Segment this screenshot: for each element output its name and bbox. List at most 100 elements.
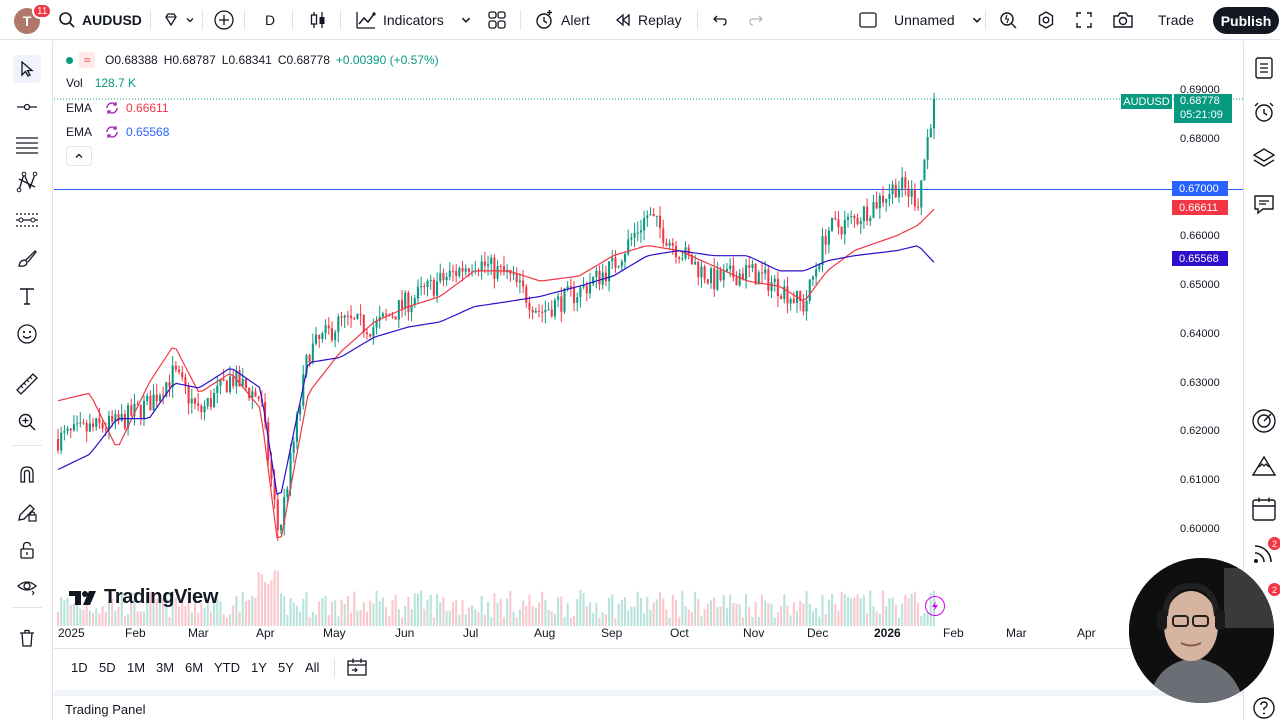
brush-tool[interactable] bbox=[13, 244, 41, 272]
snapshot-button[interactable] bbox=[1112, 6, 1134, 34]
candle-body bbox=[330, 328, 333, 341]
compare-menu-button[interactable] bbox=[163, 6, 195, 34]
lines-tool[interactable] bbox=[13, 131, 41, 159]
candle-body bbox=[729, 265, 732, 269]
streams-button[interactable] bbox=[1251, 540, 1277, 566]
remove-drawings-tool[interactable] bbox=[13, 624, 41, 652]
layouts-button[interactable] bbox=[487, 6, 507, 34]
chart-type-button[interactable] bbox=[308, 6, 328, 34]
range-3m[interactable]: 3M bbox=[156, 660, 175, 675]
volume-bar bbox=[385, 607, 388, 626]
legend-change: +0.00390 (+0.57%) bbox=[335, 53, 439, 67]
trade-button[interactable]: Trade bbox=[1158, 6, 1194, 34]
settings-button[interactable] bbox=[1036, 6, 1056, 34]
add-symbol-button[interactable] bbox=[213, 6, 235, 34]
volume-bar bbox=[697, 598, 700, 626]
volume-bar bbox=[885, 606, 888, 626]
range-1d[interactable]: 1D bbox=[71, 660, 88, 675]
measure-tool[interactable] bbox=[13, 370, 41, 398]
lock-drawings-tool[interactable] bbox=[13, 536, 41, 564]
publish-button[interactable]: Publish bbox=[1213, 7, 1279, 34]
candle-body bbox=[420, 286, 423, 288]
time-tick: Feb bbox=[125, 626, 146, 640]
candle-body bbox=[802, 300, 805, 312]
price-tick: 0.62000 bbox=[1180, 425, 1220, 437]
range-5y[interactable]: 5Y bbox=[278, 660, 294, 675]
trend-line-tool[interactable] bbox=[13, 93, 41, 121]
collapse-legend-button[interactable] bbox=[66, 146, 92, 166]
volume-bar bbox=[127, 613, 130, 626]
divider bbox=[202, 10, 203, 30]
volume-bar bbox=[104, 611, 107, 626]
interval-button[interactable]: D bbox=[265, 6, 275, 34]
range-5d[interactable]: 5D bbox=[99, 660, 116, 675]
volume-bar bbox=[273, 570, 276, 626]
list-icon bbox=[1255, 57, 1273, 79]
lightning-icon[interactable] bbox=[925, 596, 945, 616]
volume-bar bbox=[305, 592, 308, 626]
candle-body bbox=[451, 270, 455, 272]
volume-bar bbox=[735, 603, 738, 626]
range-6m[interactable]: 6M bbox=[185, 660, 204, 675]
chart-area[interactable] bbox=[54, 41, 1243, 647]
volume-bar bbox=[308, 617, 311, 626]
volume-bar bbox=[471, 605, 474, 626]
watchlist-button[interactable] bbox=[1251, 55, 1277, 81]
volume-bar bbox=[356, 610, 359, 626]
volume-bar bbox=[878, 613, 881, 626]
range-all[interactable]: All bbox=[305, 660, 320, 675]
search-spark-icon bbox=[1000, 12, 1017, 29]
fib-tool[interactable] bbox=[13, 206, 41, 234]
volume-bar bbox=[722, 595, 725, 626]
candle-body bbox=[187, 385, 190, 404]
volume-bar bbox=[165, 592, 168, 626]
volume-bar bbox=[760, 595, 764, 626]
cursor-tool[interactable] bbox=[13, 55, 41, 83]
quick-search-button[interactable] bbox=[998, 6, 1018, 34]
alert-button[interactable]: Alert bbox=[533, 6, 590, 34]
alerts-button[interactable] bbox=[1251, 99, 1277, 125]
text-tool[interactable] bbox=[13, 282, 41, 310]
range-1y[interactable]: 1Y bbox=[251, 660, 267, 675]
price-chart[interactable] bbox=[54, 41, 1243, 647]
icons-tool[interactable] bbox=[13, 320, 41, 348]
chat-button[interactable] bbox=[1251, 192, 1277, 218]
ema2-legend[interactable]: EMA 0.65568 bbox=[66, 124, 169, 140]
ideas-button[interactable] bbox=[1251, 453, 1277, 479]
layers-button[interactable] bbox=[1251, 145, 1277, 171]
price-tick: 0.61000 bbox=[1180, 474, 1220, 486]
magnet-tool[interactable] bbox=[13, 460, 41, 488]
zoom-tool[interactable] bbox=[13, 408, 41, 436]
volume-bar bbox=[904, 594, 907, 626]
redo-button[interactable] bbox=[748, 6, 766, 34]
symbol-search-button[interactable]: AUDUSD bbox=[58, 6, 153, 34]
ema1-legend[interactable]: EMA 0.66611 bbox=[66, 100, 169, 116]
volume-bar bbox=[200, 603, 203, 626]
volume-legend[interactable]: Vol 128.7 K bbox=[66, 76, 136, 90]
undo-button[interactable] bbox=[710, 6, 728, 34]
indicators-button[interactable]: Indicators bbox=[355, 6, 472, 34]
range-1m[interactable]: 1M bbox=[127, 660, 146, 675]
target-button[interactable] bbox=[1251, 408, 1277, 434]
goto-date-button[interactable] bbox=[346, 657, 368, 682]
redo-icon bbox=[749, 15, 763, 26]
layout-menu-button[interactable]: Unnamed bbox=[858, 6, 983, 34]
volume-bar bbox=[703, 608, 706, 626]
volume-bar bbox=[636, 591, 639, 626]
trading-panel-bar[interactable]: Trading Panel bbox=[54, 690, 1243, 720]
volume-bar bbox=[655, 599, 658, 626]
volume-bar bbox=[302, 598, 305, 626]
patterns-tool[interactable] bbox=[13, 168, 41, 196]
hide-drawings-tool[interactable] bbox=[13, 572, 41, 600]
volume-bar bbox=[158, 602, 161, 626]
volume-bar bbox=[569, 617, 572, 626]
candle-body bbox=[241, 378, 244, 387]
volume-bar bbox=[321, 597, 324, 626]
volume-bar bbox=[866, 612, 869, 626]
range-ytd[interactable]: YTD bbox=[214, 660, 240, 675]
help-button[interactable] bbox=[1251, 695, 1277, 720]
replay-button[interactable]: Replay bbox=[614, 6, 682, 34]
fullscreen-button[interactable] bbox=[1074, 6, 1094, 34]
calendar-button[interactable] bbox=[1251, 496, 1277, 522]
stay-in-drawing-tool[interactable] bbox=[13, 498, 41, 526]
